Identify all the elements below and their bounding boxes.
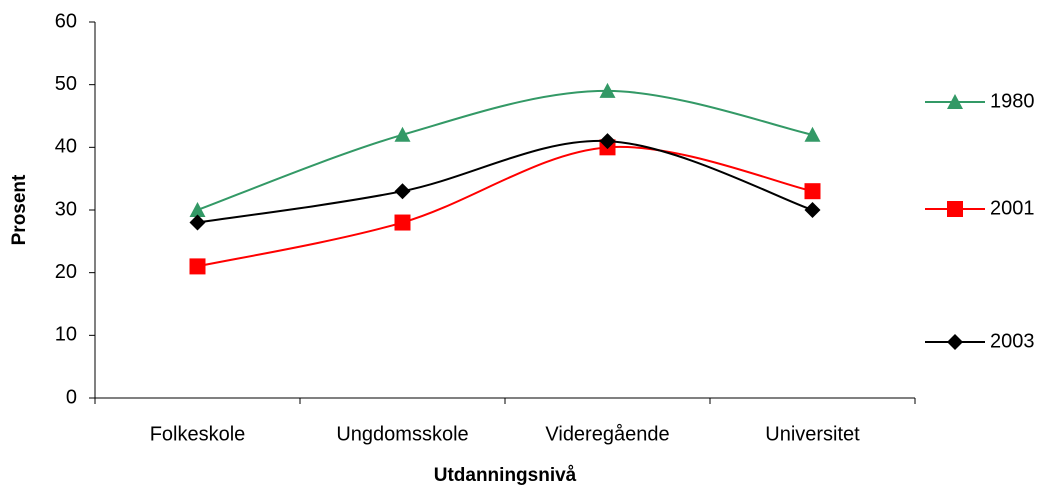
data-point — [189, 214, 206, 231]
y-tick-label: 30 — [55, 198, 77, 220]
series-line — [197, 89, 813, 211]
data-point — [189, 258, 206, 275]
y-tick-label: 20 — [55, 261, 77, 283]
data-point — [599, 133, 616, 150]
legend-marker — [947, 201, 963, 217]
data-point — [394, 183, 411, 200]
y-tick-label: 50 — [55, 73, 77, 95]
series-line — [197, 145, 813, 268]
x-tick-label: Ungdomsskole — [336, 423, 468, 445]
data-point — [804, 126, 821, 142]
data-point — [394, 126, 411, 142]
x-tick-label: Folkeskole — [150, 423, 246, 445]
data-point — [804, 183, 821, 200]
data-point — [599, 82, 616, 98]
legend-marker — [947, 334, 963, 350]
legend-marker — [947, 94, 963, 109]
legend-label: 2003 — [990, 330, 1035, 352]
x-axis-title: Utdanningsnivå — [434, 465, 577, 486]
y-tick-label: 60 — [55, 10, 77, 32]
legend-label: 1980 — [990, 90, 1035, 112]
series-line — [197, 139, 813, 224]
y-axis-title: Prosent — [9, 174, 30, 245]
y-tick-label: 10 — [55, 324, 77, 346]
x-tick-label: Universitet — [765, 423, 860, 445]
data-point — [394, 214, 411, 231]
y-tick-label: 0 — [66, 386, 77, 408]
x-tick-label: Videregående — [545, 423, 669, 445]
y-tick-label: 40 — [55, 136, 77, 158]
data-point — [189, 202, 206, 217]
legend-label: 2001 — [990, 197, 1035, 219]
data-point — [804, 202, 821, 218]
